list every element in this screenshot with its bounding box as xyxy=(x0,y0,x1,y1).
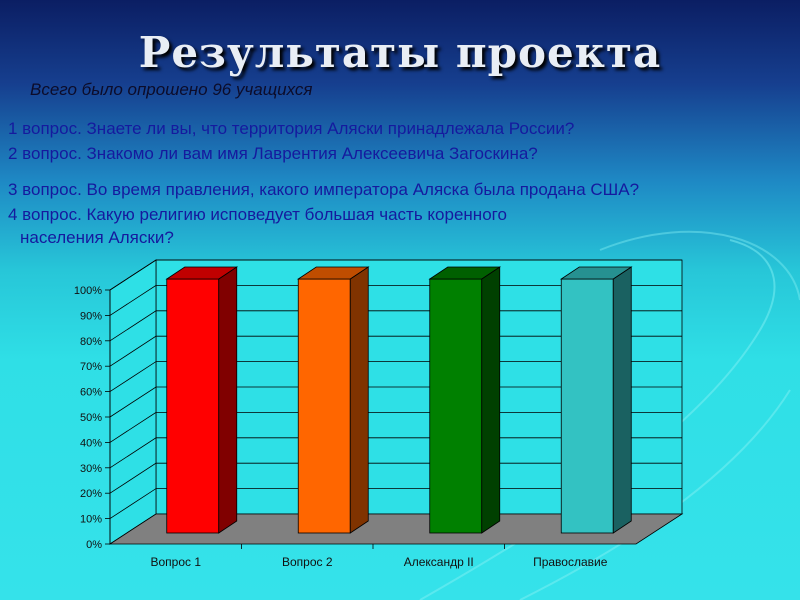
y-tick-label: 80% xyxy=(80,336,102,348)
slide-title: Результаты проекта xyxy=(138,28,662,77)
y-tick-label: 30% xyxy=(80,463,102,475)
bar-2 xyxy=(296,266,370,534)
bar-3 xyxy=(428,266,502,534)
y-tick-label: 90% xyxy=(80,310,102,322)
y-tick-label: 100% xyxy=(74,285,102,297)
gridline xyxy=(109,259,682,291)
chart-floor xyxy=(108,513,684,545)
x-category-label: Вопрос 1 xyxy=(150,555,201,569)
gridline xyxy=(109,284,682,316)
question-3: 3 вопрос. Во время правления, какого имп… xyxy=(8,180,640,199)
gridline xyxy=(109,411,682,443)
y-tick-label: 0% xyxy=(86,539,102,551)
y-tick-label: 20% xyxy=(80,488,102,500)
bar-1 xyxy=(165,266,239,534)
question-2: 2 вопрос. Знакомо ли вам имя Лаврентия А… xyxy=(8,144,538,163)
gridline xyxy=(109,335,682,367)
bar-side xyxy=(612,266,632,534)
y-tick-label: 40% xyxy=(80,437,102,449)
x-category-label: Православие xyxy=(533,555,608,569)
question-4: 4 вопрос. Какую религию исповедует больш… xyxy=(8,205,507,224)
bar-top xyxy=(165,266,239,280)
bar-side xyxy=(349,266,369,534)
gridline xyxy=(109,437,682,469)
gridline xyxy=(109,462,682,494)
gridline xyxy=(109,488,682,519)
x-category-label: Вопрос 2 xyxy=(282,555,333,569)
bar-side xyxy=(481,266,501,534)
question-1: 1 вопрос. Знаете ли вы, что территория А… xyxy=(8,119,575,138)
y-tick-label: 70% xyxy=(80,361,102,373)
bar-front xyxy=(297,278,351,534)
gridline xyxy=(109,361,682,392)
bar-side xyxy=(218,266,238,534)
slide-subtitle: Всего было опрошено 96 учащихся xyxy=(30,80,313,99)
y-tick-label: 50% xyxy=(80,412,102,424)
bar-top xyxy=(559,266,633,280)
y-tick-label: 60% xyxy=(80,387,102,399)
bar-4 xyxy=(559,266,633,534)
x-category-label: Александр II xyxy=(404,555,474,569)
bar-top xyxy=(428,266,502,280)
bar-front xyxy=(166,278,220,534)
bar-top xyxy=(296,266,370,280)
gridline xyxy=(109,386,682,418)
bar-front xyxy=(560,278,614,534)
y-tick-label: 10% xyxy=(80,514,102,526)
bar-front xyxy=(429,278,483,534)
gridline xyxy=(109,310,682,342)
question-4-continuation: населения Аляски? xyxy=(20,228,174,247)
